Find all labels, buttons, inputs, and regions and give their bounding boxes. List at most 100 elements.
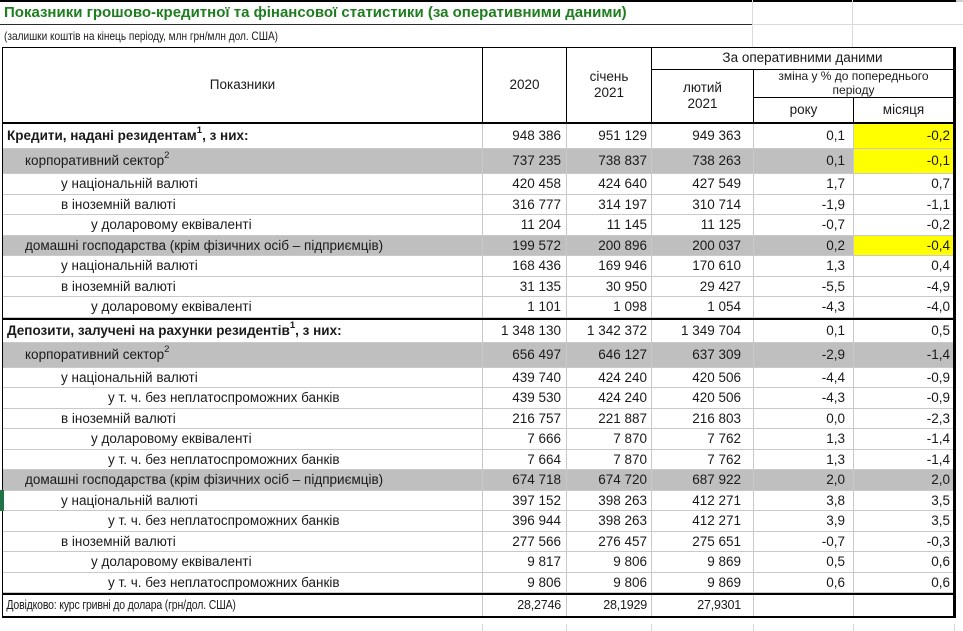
cell-change-year: 0,1: [753, 149, 853, 173]
row-label: у т. ч. без неплатоспроможних банків: [108, 574, 340, 590]
cell-change-year: -0,7: [753, 531, 853, 551]
cell-2020: 656 497: [482, 342, 566, 367]
cell-feb-2021: 687 922: [651, 470, 753, 490]
cell-2020: 11 204: [482, 215, 566, 235]
cell-change-month: -0,4: [853, 235, 953, 255]
cell-change-year: 0,1: [753, 124, 853, 148]
table-row: в іноземній валюті 216 757 221 887 216 8…: [3, 408, 953, 429]
cell-jan-2021: 398 263: [566, 511, 651, 531]
cell-2020: 216 757: [482, 408, 566, 428]
row-label: у т. ч. без неплатоспроможних банків: [108, 513, 340, 528]
col-header-operational-data: За оперативними даними: [651, 48, 953, 70]
cell-change-year: -4,4: [753, 367, 853, 387]
cell-change-month: -4,0: [853, 297, 953, 317]
cell-change-month: -0,9: [853, 367, 953, 387]
cell-change-month: -4,9: [853, 276, 953, 296]
row-label: у національній валюті: [61, 176, 198, 191]
cell-change-month: -0,1: [853, 149, 953, 173]
row-label: Кредити, надані резидентам 1, з них:: [7, 125, 249, 144]
cell-feb-2021: 427 549: [651, 174, 753, 194]
cell-jan-2021: 424 240: [566, 367, 651, 387]
page-title: Показники грошово-кредитної та фінансово…: [4, 4, 627, 21]
footnote-superscript: 1: [289, 319, 296, 331]
table-row: Кредити, надані резидентам 1, з них: 948 …: [3, 124, 953, 149]
cell-change-month: -1,4: [853, 342, 953, 367]
table-row: корпоративний сектор 2 656 497 646 127 63…: [3, 342, 953, 368]
cell-feb-2021: 7 762: [651, 449, 753, 469]
cell-2020: 439 740: [482, 367, 566, 387]
cell-jan-2021: 11 145: [566, 215, 651, 235]
table-row: у національній валюті 168 436 169 946 17…: [3, 256, 953, 277]
row-label: у національній валюті: [61, 492, 198, 508]
cell-2020: 396 944: [482, 511, 566, 531]
cell-change-month: -0,3: [853, 531, 953, 551]
table-row: корпоративний сектор 2 737 235 738 837 73…: [3, 149, 953, 174]
col-header-jan-2021: січень 2021: [566, 48, 651, 122]
title-underline: [0, 24, 753, 25]
cell-feb-2021: 170 610: [651, 256, 753, 276]
cell-2020: 7 664: [482, 449, 566, 469]
cell-2020: 9 817: [482, 552, 566, 572]
cell-change-year: -4,3: [753, 297, 853, 317]
table-row: у т. ч. без неплатоспроможних банків 396…: [3, 511, 953, 532]
cell-change-year: 0,5: [753, 552, 853, 572]
cell-2020: 397 152: [482, 490, 566, 510]
cell-feb-2021: 29 427: [651, 276, 753, 296]
row-label: у доларовому еквіваленті: [91, 554, 252, 569]
cell-change-year: -1,9: [753, 194, 853, 214]
cell-feb-2021: 275 651: [651, 531, 753, 551]
sheet-top-border-faint: [956, 0, 963, 2]
cell-change-month: 0,4: [853, 256, 953, 276]
cell-feb-2021: 1 054: [651, 297, 753, 317]
cell-change-month: -1,4: [853, 429, 953, 449]
cell-2020: 674 718: [482, 470, 566, 490]
cell-jan-2021: 221 887: [566, 408, 651, 428]
cell-change-month: 3,5: [853, 490, 953, 510]
cell-jan-2021: 7 870: [566, 449, 651, 469]
col-header-change-percent: зміна у % до попереднього періоду: [753, 69, 953, 98]
row-label: домашні господарства (крім фізичних осіб…: [25, 237, 384, 253]
cell-feb-2021: 11 125: [651, 215, 753, 235]
table-row: домашні господарства (крім фізичних осіб…: [3, 470, 953, 491]
cell-jan-2021: 9 806: [566, 552, 651, 572]
table-row: Довідково: курс гривні до долара (грн/до…: [3, 593, 953, 618]
table-row: в іноземній валюті 31 135 30 950 29 427 …: [3, 276, 953, 297]
row-label: у доларовому еквіваленті: [91, 299, 252, 314]
page-subtitle: (залишки коштів на кінець періоду, млн г…: [4, 29, 279, 43]
cell-2020: 277 566: [482, 531, 566, 551]
cell-jan-2021: 169 946: [566, 256, 651, 276]
cell-jan-2021: 7 870: [566, 429, 651, 449]
cell-2020: 420 458: [482, 174, 566, 194]
cell-change-month: 3,5: [853, 511, 953, 531]
cell-change-year: 0,6: [753, 572, 853, 592]
col-header-indicators: Показники: [209, 76, 276, 92]
gridline-tick: [651, 624, 652, 631]
cell-jan-2021: 314 197: [566, 194, 651, 214]
cell-jan-2021: 738 837: [566, 149, 651, 173]
row-label: в іноземній валюті: [61, 410, 176, 426]
cell-change-year: 1,3: [753, 256, 853, 276]
row-label: у т. ч. без неплатоспроможних банків: [108, 451, 340, 467]
table-row: у доларовому еквіваленті 11 204 11 145 1…: [3, 215, 953, 236]
table-row: Депозити, залучені на рахунки резидентів…: [3, 317, 953, 343]
cell-jan-2021: 1 098: [566, 297, 651, 317]
table-row: у доларовому еквіваленті 7 666 7 870 7 7…: [3, 429, 953, 450]
table-row: домашні господарства (крім фізичних осіб…: [3, 235, 953, 256]
cell-change-year: 1,3: [753, 449, 853, 469]
row-label: в іноземній валюті: [61, 278, 176, 294]
gridline-tick: [753, 624, 754, 631]
cell-change-month: -2,3: [853, 408, 953, 428]
cell-jan-2021: 1 342 372: [566, 319, 651, 342]
col-header-year: року: [753, 98, 853, 122]
cell-jan-2021: 424 240: [566, 388, 651, 408]
cell-2020: 9 806: [482, 572, 566, 592]
cell-2020: 1 101: [482, 297, 566, 317]
cell-2020: 168 436: [482, 256, 566, 276]
cell-2020: 7 666: [482, 429, 566, 449]
row-label: корпоративний сектор 2: [25, 150, 170, 169]
row-label: Довідково: курс гривні до долара (грн/до…: [6, 598, 236, 613]
cell-change-year: -5,5: [753, 276, 853, 296]
footnote-superscript: 2: [164, 343, 170, 355]
cell-2020: 199 572: [482, 235, 566, 255]
table-row: у т. ч. без неплатоспроможних банків 9 8…: [3, 572, 953, 593]
